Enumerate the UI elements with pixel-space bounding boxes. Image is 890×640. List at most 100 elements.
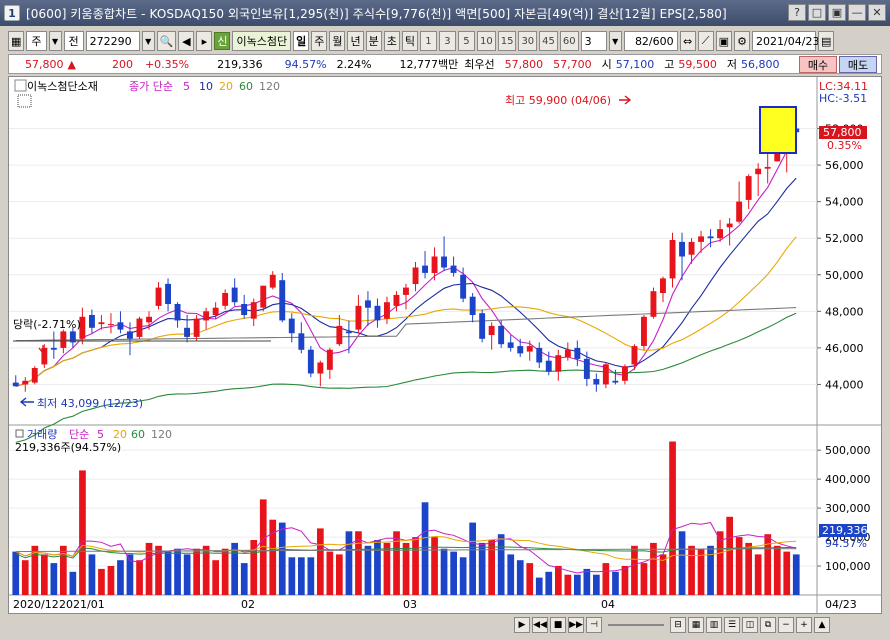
expand-icon[interactable]: ▲ <box>814 617 830 633</box>
nav-arrow-icon[interactable]: ▸ <box>196 31 213 51</box>
tab-year[interactable]: 년 <box>347 31 364 51</box>
tab-month[interactable]: 월 <box>329 31 346 51</box>
volume-ma60-line <box>15 546 797 559</box>
slider-handle-icon[interactable]: ⊣ <box>586 617 602 633</box>
minute-dropdown-icon[interactable]: ▼ <box>608 31 622 51</box>
line-tool-icon[interactable]: ⟋ <box>697 31 714 51</box>
restore-icon[interactable]: □ <box>808 4 826 21</box>
scroll-right-icon[interactable]: ▶ <box>514 617 530 633</box>
search-icon[interactable]: 🔍 <box>156 31 177 51</box>
volume-bar <box>497 534 505 595</box>
prev-select[interactable]: 전 <box>63 31 84 51</box>
minute-value: 3 <box>584 34 592 48</box>
zoom-out-icon[interactable]: − <box>778 617 794 633</box>
volume-bar <box>526 563 534 595</box>
candle-body <box>393 294 400 306</box>
minute-option-3[interactable]: 3 <box>438 31 456 51</box>
minute-option-10[interactable]: 10 <box>476 31 496 51</box>
minute-option-30[interactable]: 30 <box>518 31 538 51</box>
candle-body <box>117 322 124 330</box>
candle-body <box>536 347 543 363</box>
low-annotation: 최저 43,099 (12/23) <box>37 397 143 410</box>
rewind-icon[interactable]: ◀◀ <box>532 617 548 633</box>
volume-bar <box>164 551 172 595</box>
zoom-in-icon[interactable]: + <box>796 617 812 633</box>
volume-bar <box>707 545 714 595</box>
fast-forward-icon[interactable]: ▶▶ <box>568 617 584 633</box>
help-icon[interactable]: ? <box>788 4 806 21</box>
close-icon[interactable]: ✕ <box>868 4 886 21</box>
grid-view-icon[interactable]: ▦ <box>688 617 704 633</box>
volume-bar <box>212 560 219 595</box>
minute-option-45[interactable]: 45 <box>539 31 558 51</box>
candle-body <box>441 256 447 268</box>
sound-icon[interactable]: ◀ <box>178 31 195 51</box>
high-arrow-icon <box>619 95 632 105</box>
settings-icon[interactable]: ⚙ <box>734 31 751 51</box>
best-bid: 57,700 <box>553 57 592 71</box>
low-arrow-icon <box>19 397 34 407</box>
chevron-down-icon[interactable]: ▼ <box>48 31 62 51</box>
tab-day[interactable]: 일 <box>293 31 310 51</box>
count-input[interactable]: 82/600 <box>623 31 678 51</box>
window-title: [0600] 키움종합차트 - KOSDAQ150 외국인보유[1,295(천)… <box>26 6 727 21</box>
volume-bar <box>259 499 267 595</box>
chart-area[interactable]: 44,000 46,000 48,000 50,000 52,000 54,000 56,0… <box>8 76 882 614</box>
lc-value: LC:34.11 <box>819 80 868 93</box>
stop-icon[interactable]: ■ <box>550 617 566 633</box>
volume-bar <box>507 554 515 595</box>
volume-ma120-line <box>15 548 797 553</box>
minute-option-5[interactable]: 5 <box>457 31 475 51</box>
tab-tick[interactable]: 틱 <box>401 31 418 51</box>
split-icon[interactable]: ◫ <box>742 617 758 633</box>
maximize-icon[interactable]: ▣ <box>828 4 846 21</box>
minute-option-60[interactable]: 60 <box>559 31 579 51</box>
volume-bar <box>402 542 410 595</box>
candle-body <box>345 331 352 334</box>
current-pct-label: 0.35% <box>827 139 862 152</box>
volume-tick-label: 100,000 <box>825 560 871 573</box>
minute-value-input[interactable]: 3 <box>580 31 607 51</box>
minimize-icon[interactable]: — <box>848 4 866 21</box>
highlight-box[interactable] <box>759 106 797 154</box>
buy-button[interactable]: 매수 <box>799 56 837 73</box>
volume-bar <box>754 554 762 595</box>
candle-body <box>174 304 181 321</box>
volume-bar <box>145 542 153 595</box>
candle-body <box>479 313 486 339</box>
volume-ma-20: 20 <box>113 428 127 441</box>
volume-label: 거래량 <box>27 428 57 441</box>
candle-body <box>707 236 714 239</box>
minute-option-15[interactable]: 15 <box>497 31 517 51</box>
calendar-icon[interactable]: ▤ <box>818 31 835 51</box>
list-icon[interactable]: ☰ <box>724 617 740 633</box>
minute-option-1[interactable]: 1 <box>419 31 437 51</box>
volume-bar <box>250 540 258 595</box>
calendar-grid-icon[interactable] <box>17 94 32 108</box>
stock-code-input[interactable]: 272290 <box>85 31 140 51</box>
copy-icon[interactable]: ⧉ <box>760 617 776 633</box>
candle-body <box>545 360 552 372</box>
stock-chart[interactable]: 44,000 46,000 48,000 50,000 52,000 54,000 56,0… <box>9 77 881 613</box>
volume-bar <box>12 551 20 595</box>
code-dropdown-icon[interactable]: ▼ <box>141 31 155 51</box>
layout-icon[interactable]: ▥ <box>706 617 722 633</box>
zoom-slider[interactable] <box>608 624 664 626</box>
grid-icon[interactable]: ▦ <box>8 31 25 51</box>
save-icon[interactable]: ▣ <box>715 31 733 51</box>
shrink-icon[interactable]: ⊟ <box>670 617 686 633</box>
volume-bar <box>393 531 400 595</box>
sell-button[interactable]: 매도 <box>839 56 877 73</box>
candle-body <box>507 342 514 348</box>
volume-bar <box>535 577 543 595</box>
tab-second[interactable]: 초 <box>383 31 400 51</box>
tab-minute[interactable]: 분 <box>365 31 382 51</box>
zoom-icon[interactable]: ⇔ <box>679 31 696 51</box>
candle-body <box>717 229 723 239</box>
current-price: 57,800 <box>25 57 64 71</box>
volume-bar <box>183 554 191 595</box>
period-select[interactable]: 주 <box>26 31 47 51</box>
date-input[interactable]: 2021/04/23 <box>752 31 819 51</box>
tab-week[interactable]: 주 <box>311 31 328 51</box>
volume-bar <box>136 560 143 595</box>
